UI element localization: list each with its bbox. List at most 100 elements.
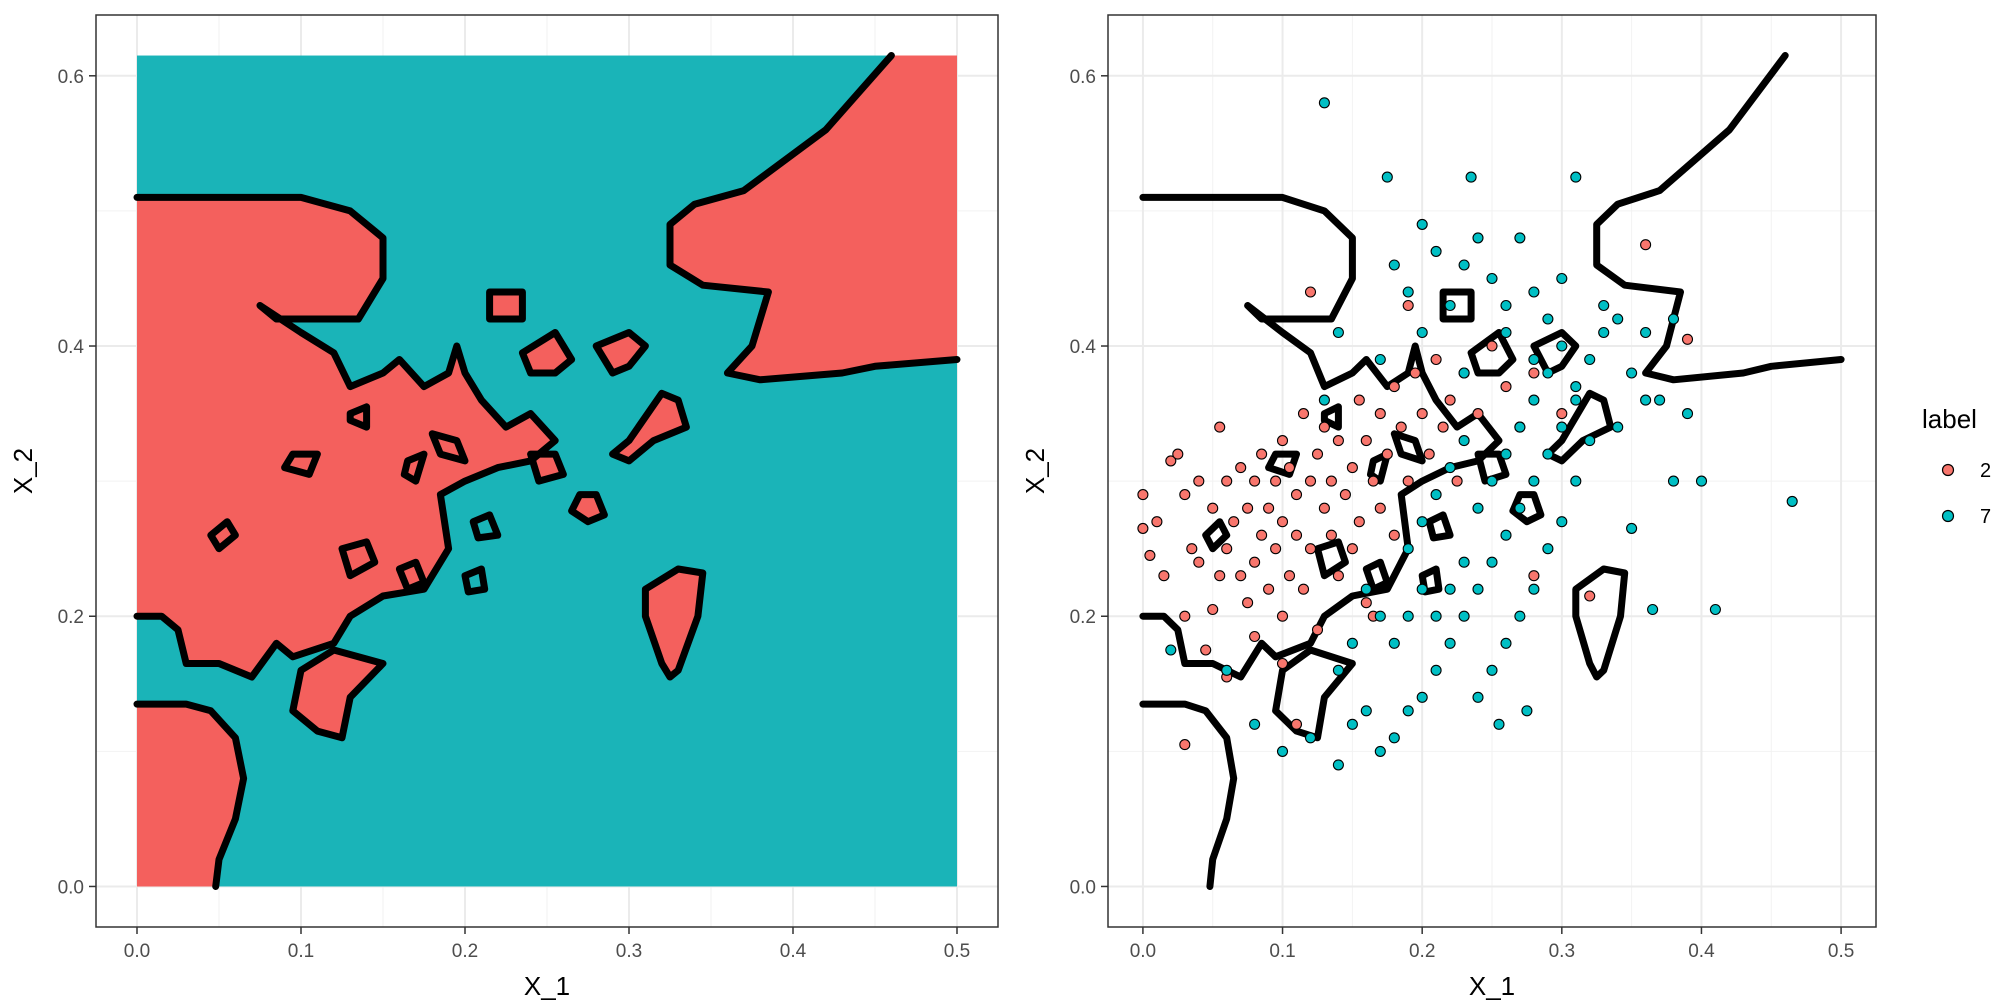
point-label-2 (1193, 556, 1205, 568)
decision-boundary (1474, 450, 1510, 485)
region-class-2 (489, 292, 523, 319)
decision-boundary (1320, 403, 1342, 431)
point-label-2 (1200, 644, 1212, 656)
legend-title: label (1922, 404, 1977, 434)
point-label-7 (1626, 522, 1638, 534)
point-label-2 (1367, 475, 1379, 487)
point-label-7 (1528, 286, 1540, 298)
point-label-7 (1486, 664, 1498, 676)
y-tick-label: 0.0 (1070, 877, 1096, 898)
point-label-2 (1430, 353, 1442, 366)
decision-boundary (289, 646, 387, 742)
point-label-7 (1416, 516, 1428, 528)
point-label-7 (1493, 718, 1505, 730)
point-label-2 (1304, 475, 1317, 487)
point-label-2 (1165, 455, 1177, 467)
decision-boundary (1425, 511, 1454, 542)
legend-key-7 (1941, 509, 1955, 523)
y-tick-label: 0.4 (58, 337, 85, 358)
x-tick-label: 0.0 (124, 941, 150, 962)
point-label-2 (1395, 421, 1407, 433)
point-label-7 (1667, 475, 1680, 487)
point-label-2 (1304, 543, 1317, 555)
point-label-2 (1297, 408, 1310, 420)
decision-boundary (133, 193, 559, 681)
point-label-7 (1416, 691, 1428, 703)
point-label-7 (1556, 516, 1568, 528)
point-label-2 (1256, 448, 1268, 460)
point-label-7 (1542, 367, 1554, 379)
point-label-7 (1486, 272, 1498, 285)
point-label-2 (1144, 549, 1156, 561)
point-label-7 (1500, 637, 1512, 649)
point-label-7 (1381, 171, 1393, 183)
decision-boundary (1202, 518, 1231, 553)
point-label-2 (1388, 381, 1400, 393)
point-label-2 (1528, 367, 1540, 379)
y-tick-label: 0.4 (1070, 337, 1097, 358)
point-label-2 (1263, 502, 1275, 514)
region-class-2 (137, 197, 556, 677)
decision-boundary (1572, 565, 1629, 681)
y-axis-title: X_2 (8, 448, 38, 494)
point-label-7 (1500, 448, 1512, 460)
x-axis-title: X_1 (524, 971, 570, 1001)
y-axis-title: X_2 (1020, 448, 1050, 494)
point-label-2 (1402, 475, 1414, 487)
point-label-7 (1165, 644, 1177, 656)
point-label-7 (1528, 394, 1540, 406)
point-label-2 (1402, 299, 1414, 312)
point-label-7 (1332, 759, 1344, 771)
point-label-7 (1542, 313, 1554, 325)
region-fills (137, 55, 957, 887)
point-label-7 (1528, 583, 1540, 595)
point-label-2 (1437, 421, 1449, 433)
point-label-7 (1388, 259, 1400, 271)
point-label-2 (1283, 570, 1296, 582)
point-label-7 (1667, 313, 1680, 325)
point-label-2 (1221, 475, 1233, 487)
point-label-2 (1179, 610, 1191, 622)
point-label-7 (1346, 718, 1358, 730)
point-label-2 (1290, 718, 1303, 730)
panel-border (1107, 14, 1877, 928)
point-label-7 (1695, 475, 1708, 487)
point-label-2 (1235, 570, 1247, 582)
y-tick-label: 0.0 (58, 877, 84, 898)
point-label-2 (1137, 522, 1149, 534)
point-label-7 (1542, 448, 1554, 460)
decision-boundary (207, 518, 239, 553)
point-label-7 (1458, 610, 1470, 622)
point-label-2 (1263, 583, 1275, 595)
point-label-2 (1346, 462, 1358, 474)
point-label-7 (1304, 732, 1317, 744)
point-label-7 (1388, 637, 1400, 649)
point-label-7 (1500, 529, 1512, 541)
point-label-2 (1207, 603, 1219, 616)
point-label-2 (1360, 597, 1372, 609)
point-label-2 (1353, 516, 1365, 528)
decision-boundary (338, 538, 379, 580)
point-label-2 (1158, 570, 1170, 582)
point-label-7 (1458, 259, 1470, 271)
point-label-7 (1221, 664, 1233, 676)
decision-boundary (281, 450, 321, 478)
decision-boundary (1362, 558, 1391, 593)
point-label-2 (1584, 590, 1596, 602)
x-tick-label: 0.2 (1409, 941, 1435, 962)
point-label-7 (1654, 394, 1666, 406)
region-class-2 (612, 393, 687, 461)
point-label-7 (1416, 583, 1428, 595)
decision-boundary (1593, 52, 1845, 384)
point-label-2 (1332, 570, 1344, 582)
decision-boundary (469, 511, 502, 542)
scatter-panel: 0.0 0.1 0.2 0.3 0.4 0.5 0.0 0.2 0.4 0.6 X_1 X_2 (1020, 14, 1877, 1001)
y-tick-label: 0.2 (58, 607, 84, 628)
point-label-7 (1584, 353, 1596, 366)
point-label-7 (1430, 245, 1442, 257)
point-label-7 (1640, 326, 1652, 339)
decision-boundary (641, 565, 707, 681)
point-label-7 (1472, 583, 1484, 595)
point-label-7 (1570, 475, 1582, 487)
point-label-2 (1416, 408, 1428, 420)
